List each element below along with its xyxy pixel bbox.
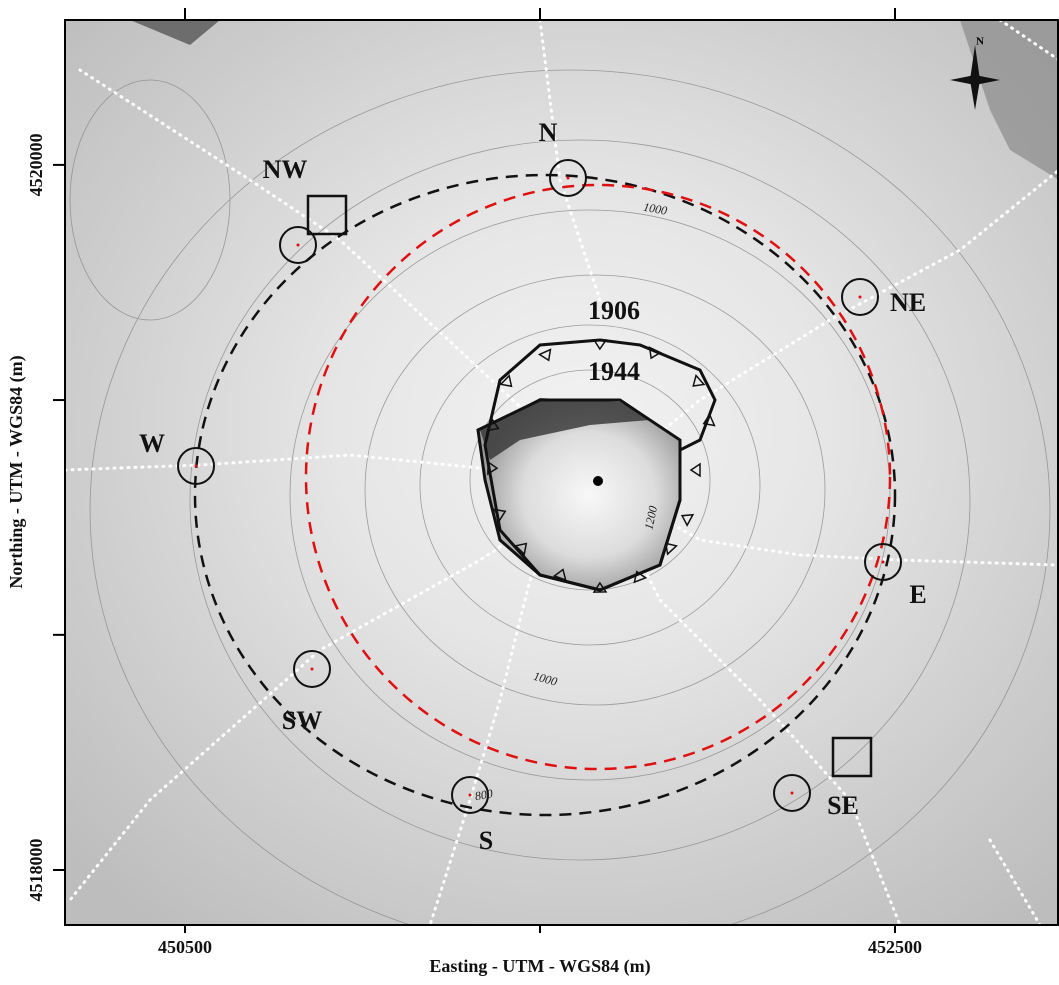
terrain [65, 20, 1059, 925]
station-ring [279, 226, 317, 264]
rim-hachure [648, 346, 663, 360]
station-ring [864, 543, 902, 581]
station-ring [773, 774, 811, 812]
station-ring [177, 447, 215, 485]
station-label: NW [263, 155, 308, 184]
y-tick-label: 4518000 [26, 839, 46, 902]
station-point [790, 791, 794, 795]
rim-hachure [493, 508, 507, 523]
contour-label: 800 [474, 786, 494, 803]
x-tick-label: 452500 [868, 937, 922, 957]
station-label: S [479, 826, 493, 855]
station-point [858, 295, 862, 299]
x-axis-title: Easting - UTM - WGS84 (m) [429, 956, 650, 977]
crater-rim-label: 1944 [588, 357, 640, 386]
rim-hachure [514, 542, 528, 556]
station-label: W [139, 429, 165, 458]
station-ring [451, 776, 489, 814]
contour-label: 1000 [532, 669, 559, 689]
rim-hachure [487, 460, 499, 476]
north-arrow [950, 45, 1000, 110]
rim-hachure [689, 462, 701, 478]
crater-rim-label: 1906 [588, 296, 640, 325]
station-label: SE [827, 791, 859, 820]
rim-hachure [592, 581, 608, 593]
station-label: NE [890, 288, 926, 317]
rim-hachure [499, 374, 513, 388]
rim-hachure [680, 513, 695, 527]
rim-hachure [537, 348, 552, 362]
rim-hachure [702, 412, 716, 427]
rim-hachure [664, 542, 678, 556]
station-label: SW [282, 706, 322, 735]
x-tick-label: 450500 [158, 937, 212, 957]
station-point [881, 560, 885, 564]
station-ring [841, 278, 879, 316]
rim-hachure [486, 417, 500, 432]
station-point [566, 176, 570, 180]
station-point [296, 243, 300, 247]
station-ring [549, 159, 587, 197]
station-point [468, 793, 472, 797]
y-tick-label: 4520000 [26, 133, 46, 196]
station-label: N [539, 118, 558, 147]
station-ring [293, 650, 331, 688]
rim-hachure [633, 570, 648, 584]
station-label: E [909, 580, 926, 609]
station-point [310, 667, 314, 671]
contour-label: 1000 [642, 200, 668, 218]
y-axis-title: Northing - UTM - WGS84 (m) [6, 355, 27, 588]
contour-label: 1200 [641, 505, 660, 531]
rim-hachure [692, 373, 706, 387]
rim-hachure [592, 339, 608, 351]
rim-hachure [552, 568, 567, 582]
station-point [194, 464, 198, 468]
map-frame [64, 19, 1059, 926]
north-label: N [976, 36, 984, 48]
